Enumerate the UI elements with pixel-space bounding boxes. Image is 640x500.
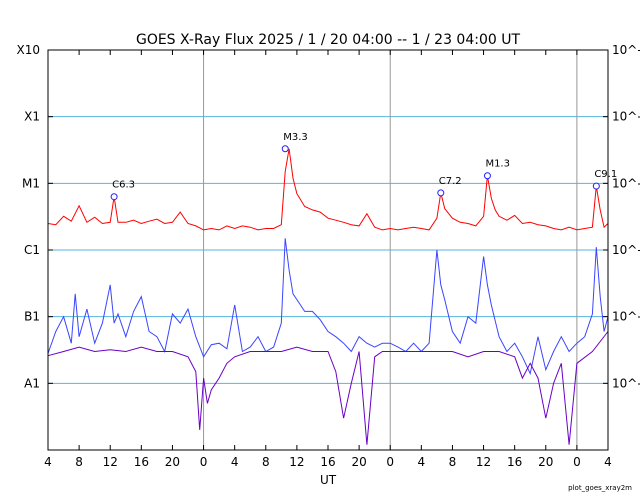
left-axis-label: A1 — [24, 376, 40, 390]
x-tick-label: 4 — [231, 455, 239, 469]
x-tick-label: 0 — [573, 455, 581, 469]
flare-label: C7.2 — [439, 176, 462, 187]
right-axis-label: 10^-3 — [612, 43, 640, 57]
flare-peak-marker — [110, 193, 118, 201]
x-tick-label: 8 — [75, 455, 83, 469]
x-tick-label: 8 — [262, 455, 270, 469]
x-tick-label: 20 — [351, 455, 366, 469]
right-axis-label: 10^-7 — [612, 310, 640, 324]
series-line-0 — [47, 148, 609, 231]
x-tick-label: 12 — [289, 455, 304, 469]
x-tick-label: 16 — [134, 455, 149, 469]
x-tick-label: 20 — [538, 455, 553, 469]
right-axis-labels: 10^-8 10^-7 10^-6 10^-5 10^-4 10^-3 — [603, 43, 640, 390]
x-tick-label: 16 — [507, 455, 522, 469]
right-axis-label: 10^-8 — [612, 376, 640, 390]
x-tick-label: 4 — [604, 455, 612, 469]
flare-label: C9.1 — [594, 169, 617, 180]
series-line-2 — [47, 331, 609, 445]
right-axis-label: 10^-4 — [612, 110, 640, 124]
left-axis-label: C1 — [24, 243, 40, 257]
series-line-1 — [47, 238, 609, 376]
x-tick-label: 12 — [476, 455, 491, 469]
left-axis-label: B1 — [24, 310, 40, 324]
chart-title: GOES X-Ray Flux 2025 / 1 / 20 04:00 -- 1… — [136, 32, 520, 48]
x-axis-ticks: 4 8 12 16 20 0 4 8 12 16 20 0 4 8 12 16 20 0 4 — [44, 50, 612, 469]
flux-series — [47, 148, 609, 445]
footer-text: plot_goes_xray2m — [568, 484, 632, 492]
left-axis-label: X1 — [24, 110, 40, 124]
x-tick-label: 4 — [44, 455, 52, 469]
left-axis-label: X10 — [17, 43, 41, 57]
flare-peak-marker — [592, 182, 600, 190]
left-axis-labels: A1 B1 C1 M1 X1 X10 — [17, 43, 53, 390]
left-axis-label: M1 — [22, 176, 40, 190]
x-tick-label: 0 — [386, 455, 394, 469]
flare-label: M1.3 — [485, 159, 510, 170]
right-axis-label: 10^-5 — [612, 176, 640, 190]
x-axis-label: UT — [320, 473, 337, 487]
flare-label: M3.3 — [283, 132, 308, 143]
x-tick-label: 0 — [200, 455, 208, 469]
x-tick-label: 4 — [418, 455, 426, 469]
x-tick-label: 8 — [449, 455, 457, 469]
x-tick-label: 12 — [103, 455, 118, 469]
grid-lines — [48, 116, 608, 384]
flare-peak-marker — [483, 172, 491, 180]
flare-peak-marker — [437, 189, 445, 197]
x-tick-label: 16 — [320, 455, 335, 469]
x-tick-label: 20 — [165, 455, 180, 469]
flare-peak-marker — [281, 145, 289, 153]
flare-markers: C6.3 M3.3 C7.2 M1.3 C9.1 — [110, 132, 617, 201]
flare-label: C6.3 — [112, 180, 135, 191]
right-axis-label: 10^-6 — [612, 243, 640, 257]
